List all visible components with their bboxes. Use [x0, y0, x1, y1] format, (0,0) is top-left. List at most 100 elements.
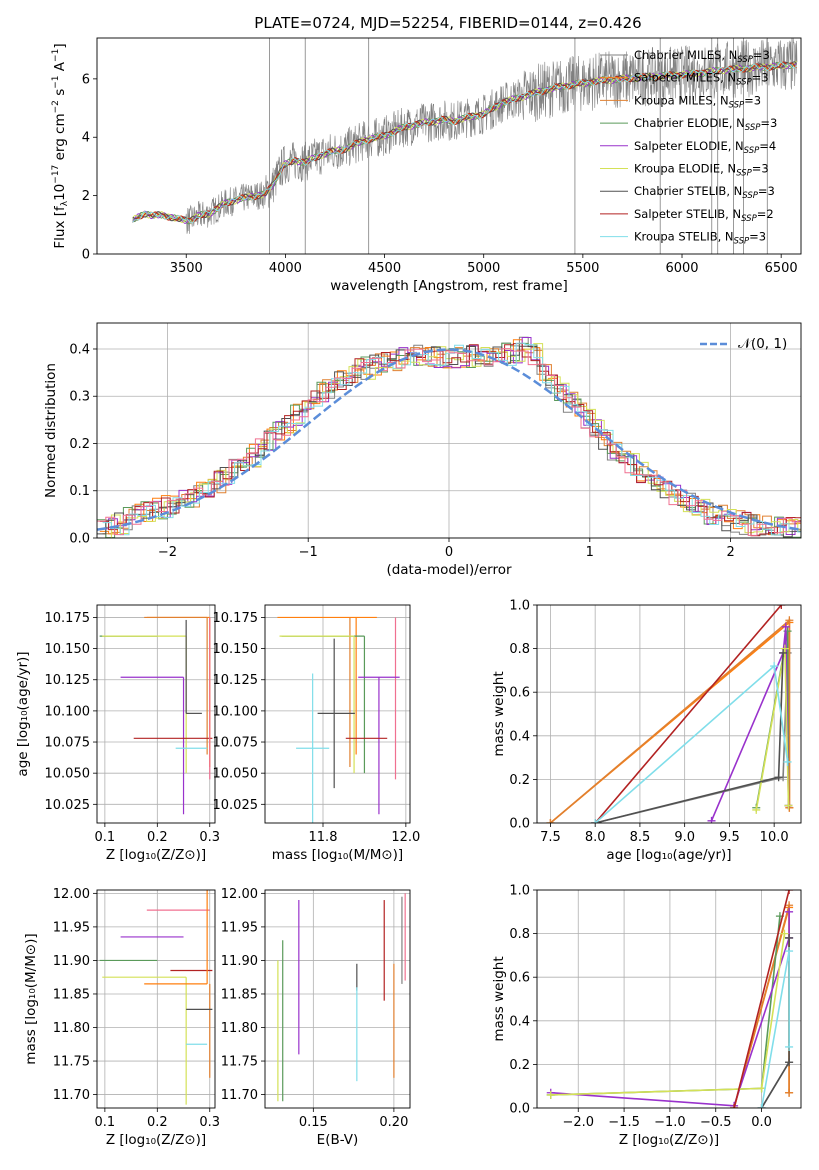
- x-tick-label: 0.15: [299, 1115, 328, 1130]
- y-tick-label: 1.0: [509, 599, 530, 614]
- legend-item: Chabrier MILES, NSSP=3: [600, 48, 770, 65]
- y-tick-label: 12.00: [53, 887, 90, 902]
- y-tick-label: 11.80: [53, 1021, 90, 1036]
- y-tick-label: 10.125: [45, 673, 91, 688]
- x-tick-label: −1.5: [608, 1115, 640, 1130]
- plot-area-mass_vs_EBV: [265, 890, 410, 1108]
- y-tick-label: 1.0: [509, 884, 530, 899]
- legend-item: Chabrier ELODIE, NSSP=3: [600, 116, 777, 133]
- model-line-9: [132, 61, 797, 224]
- y-tick-label: 11.75: [53, 1055, 90, 1070]
- errorbar-point: [144, 890, 208, 985]
- plot-area-residuals: [97, 323, 801, 538]
- legend-item: Salpeter STELIB, NSSP=2: [600, 207, 774, 224]
- x-tick-label: −1.0: [654, 1115, 686, 1130]
- x-axis-label: Z [log₁₀(Z/Z⊙)]: [106, 847, 206, 863]
- x-tick-label: 8.5: [630, 830, 651, 845]
- x-tick-label: 1: [586, 545, 594, 560]
- x-tick-label: 9.5: [719, 830, 740, 845]
- x-tick-label: 2: [726, 545, 734, 560]
- y-tick-label: 10.150: [213, 642, 259, 657]
- legend-item: Chabrier STELIB, NSSP=3: [600, 184, 775, 201]
- legend-label: Kroupa MILES, NSSP=3: [634, 93, 761, 110]
- legend: 𝒩(0, 1): [700, 336, 787, 352]
- x-tick-label: −2: [158, 545, 177, 560]
- legend-label: Chabrier ELODIE, NSSP=3: [634, 116, 777, 133]
- x-tick-label: 0.0: [751, 1115, 772, 1130]
- panel-spectrum: 3500 4000 4500 5000 5500 6000 6500 0 2 4 6 waveleng…: [51, 37, 802, 294]
- histogram-step-line: [97, 345, 801, 538]
- legend-label: Salpeter STELIB, NSSP=2: [634, 207, 774, 224]
- y-axis-label: Flux [fλ10−17 erg cm−2 s−1 A−1]: [51, 43, 70, 248]
- y-tick-label: 10.175: [45, 611, 91, 626]
- plus-marker: [779, 648, 788, 657]
- y-tick-label: 10.025: [213, 798, 259, 813]
- legend-item: Kroupa MILES, NSSP=3: [600, 93, 761, 110]
- panel-age_vs_mass: 11.8 12.0 10.025 10.050 10.075 10.100 10.125 10…: [213, 604, 420, 863]
- plus-marker: [770, 662, 779, 671]
- errorbar-point: [296, 673, 330, 823]
- svg-text:Flux [fλ10−17 erg cm−2 s−1 A−1: Flux [fλ10−17 erg cm−2 s−1 A−1]: [51, 43, 70, 248]
- plot-area-age_vs_Z: [97, 605, 215, 823]
- axes-frame: [96, 889, 216, 1109]
- plus-marker: [785, 907, 794, 916]
- y-tick-label: 0.8: [509, 642, 530, 657]
- y-tick-label: 11.85: [53, 987, 90, 1002]
- y-tick-label: 11.95: [221, 920, 258, 935]
- y-tick-label: 11.95: [53, 920, 90, 935]
- plus-marker: [777, 605, 786, 609]
- plus-marker: [781, 622, 790, 631]
- x-tick-label: 6000: [665, 261, 698, 276]
- x-tick-label: 4000: [269, 261, 302, 276]
- legend-label: Salpeter MILES, NSSP=3: [634, 71, 769, 88]
- x-tick-label: 0: [445, 545, 453, 560]
- y-tick-label: 0.2: [509, 1058, 530, 1073]
- axes-frame: [536, 604, 802, 824]
- y-tick-label: 0: [82, 248, 90, 263]
- y-tick-label: 12.00: [221, 887, 258, 902]
- plus-marker: [780, 644, 789, 653]
- errorbar-point: [358, 676, 400, 815]
- legend-label: 𝒩(0, 1): [738, 336, 787, 352]
- y-axis-label: mass weight: [491, 671, 507, 756]
- y-tick-label: 11.90: [221, 954, 258, 969]
- x-tick-label: −0.5: [700, 1115, 732, 1130]
- x-tick-label: 0.1: [95, 830, 116, 845]
- legend-label: Chabrier STELIB, NSSP=3: [634, 184, 775, 201]
- plus-marker: [707, 816, 716, 823]
- histogram-step-line: [97, 348, 801, 536]
- axes-frame: [96, 604, 216, 824]
- y-tick-label: 10.100: [45, 704, 91, 719]
- y-tick-label: 0.8: [509, 927, 530, 942]
- legend-item: Salpeter ELODIE, NSSP=4: [600, 139, 776, 156]
- errorbar-point: [317, 638, 355, 789]
- x-axis-label: Z [log₁₀(Z/Z⊙)]: [619, 1132, 719, 1148]
- plus-marker: [785, 1058, 794, 1067]
- y-tick-label: 10.175: [213, 611, 259, 626]
- y-tick-label: 10.150: [45, 642, 91, 657]
- legend-label: Kroupa STELIB, NSSP=3: [634, 230, 766, 247]
- histogram-step-line: [102, 343, 801, 538]
- y-tick-label: 0.6: [509, 686, 530, 701]
- errorbar-point: [279, 635, 355, 774]
- normal-curve: [97, 348, 801, 531]
- x-tick-label: 0.2: [147, 1115, 168, 1130]
- panel-mass_vs_Z: 0.1 0.2 0.3 11.70 11.75 11.80 11.85 11.90 11.95 1…: [23, 887, 220, 1148]
- y-tick-label: 0.2: [69, 437, 90, 452]
- panel-weight_vs_Z: −2.0 −1.5 −1.0 −0.5 0.0 0.0 0.2 0.4 0.6 0.8 1.0 Z […: [491, 884, 802, 1148]
- x-axis-label: Z [log₁₀(Z/Z⊙)]: [106, 1132, 206, 1148]
- plus-marker: [546, 1090, 555, 1099]
- y-tick-label: 11.90: [53, 954, 90, 969]
- plot-area-weight_vs_age: [537, 605, 801, 823]
- y-tick-label: 0.0: [509, 1102, 530, 1117]
- x-tick-label: 8.0: [585, 830, 606, 845]
- axes-frame: [264, 604, 411, 824]
- y-axis-label: mass [log₁₀(M/M⊙)]: [23, 933, 39, 1064]
- y-tick-label: 10.125: [213, 673, 259, 688]
- plus-marker: [591, 819, 600, 823]
- plot-area-spectrum: [132, 38, 798, 254]
- plot-area-mass_vs_Z: [97, 890, 215, 1108]
- x-tick-label: 3500: [170, 261, 203, 276]
- series-line: [733, 890, 790, 1108]
- y-axis-label: age [log₁₀(age/yr)]: [15, 651, 31, 776]
